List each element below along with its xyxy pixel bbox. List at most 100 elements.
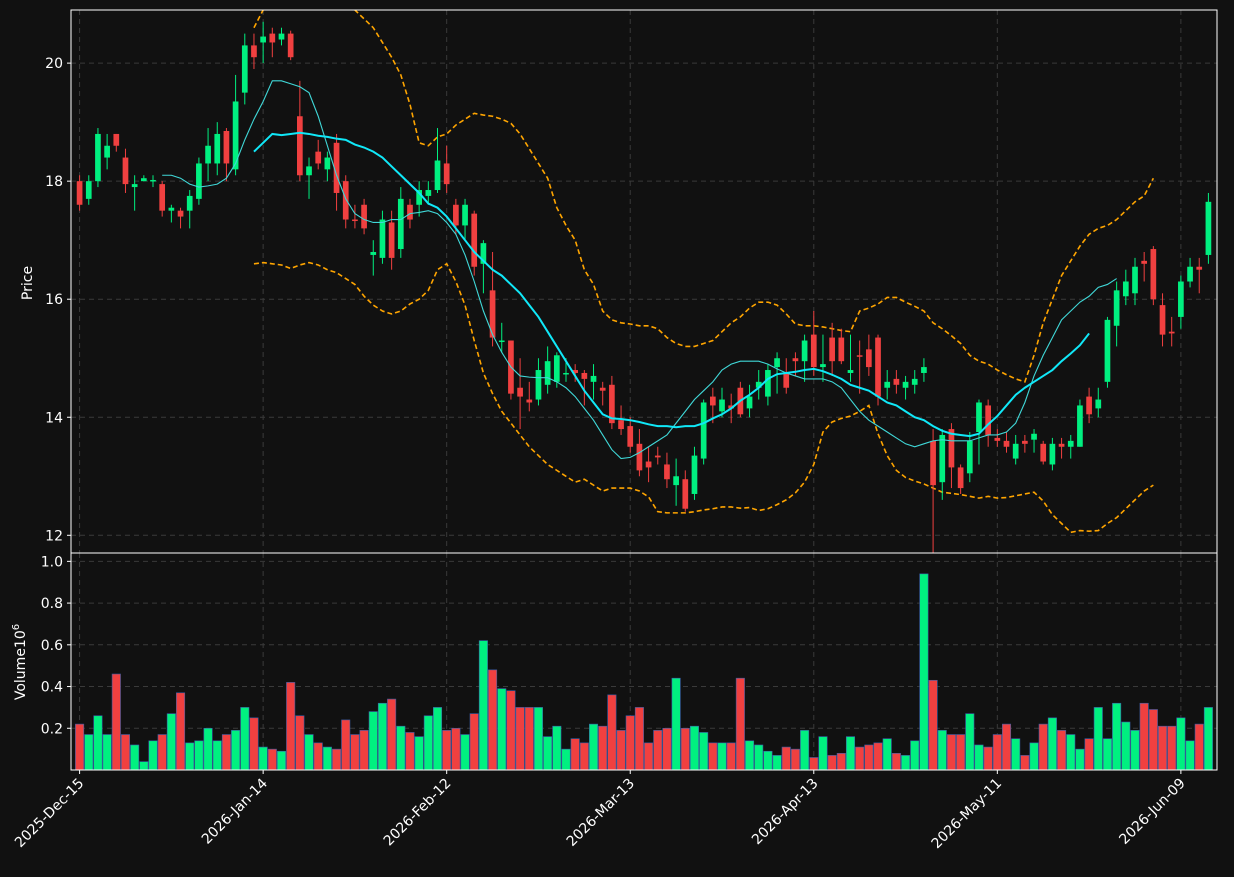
candle-body xyxy=(287,33,294,58)
volume-bar xyxy=(368,711,378,770)
volume-bar xyxy=(515,707,525,770)
candle-body xyxy=(801,340,808,362)
candle-body xyxy=(232,101,239,170)
price-tick-label: 12 xyxy=(45,528,63,544)
volume-bar xyxy=(607,694,617,770)
volume-bar xyxy=(359,730,369,770)
volume-bar xyxy=(221,734,231,770)
candle-body xyxy=(1067,440,1074,447)
candle-body xyxy=(407,204,413,220)
candle-body xyxy=(471,213,478,267)
volume-bar xyxy=(735,677,745,770)
volume-bar xyxy=(267,748,277,770)
volume-bar xyxy=(772,755,782,770)
candle-body xyxy=(553,355,560,382)
candle-body xyxy=(1178,281,1184,317)
volume-bar xyxy=(460,734,470,770)
volume-tick-label: 0.2 xyxy=(41,721,63,737)
volume-bar xyxy=(258,746,268,770)
volume-bar xyxy=(1185,740,1195,770)
volume-bar xyxy=(891,753,901,770)
candle-body xyxy=(269,33,276,43)
candle-body xyxy=(1031,433,1037,440)
candle-body xyxy=(425,190,432,196)
candle-body xyxy=(1205,201,1212,255)
volume-bar xyxy=(157,734,167,770)
candle-body xyxy=(654,455,661,458)
volume-bar xyxy=(1130,730,1140,770)
volume-bar xyxy=(699,732,709,770)
candle-body xyxy=(590,375,597,382)
volume-bar xyxy=(1038,723,1048,770)
price-axis-ticks: 12 14 16 18 20 xyxy=(45,56,71,544)
candle-body xyxy=(921,367,927,373)
candle-body xyxy=(746,396,753,409)
candle-body xyxy=(994,437,1001,441)
candle-body xyxy=(140,178,147,182)
volume-bar xyxy=(1158,725,1168,770)
volume-bar xyxy=(717,742,727,770)
candle-body xyxy=(866,349,872,368)
candle-body xyxy=(966,440,973,474)
candle-body xyxy=(131,184,138,188)
volume-bar xyxy=(75,723,85,770)
candle-body xyxy=(443,163,450,185)
volume-bar xyxy=(240,707,250,770)
volume-bar xyxy=(570,738,580,770)
candle-body xyxy=(113,133,120,146)
candle-body xyxy=(1132,266,1138,294)
candle-body xyxy=(1077,405,1083,447)
candle-body xyxy=(627,426,634,447)
moving-averages xyxy=(162,80,1117,460)
candle-body xyxy=(1113,290,1120,326)
candle-body xyxy=(1159,305,1166,335)
volume-bar xyxy=(377,702,387,770)
volume-bar xyxy=(644,742,654,770)
volume-bar xyxy=(561,748,571,770)
volume-bar xyxy=(469,713,479,770)
candle-body xyxy=(315,151,322,164)
volume-bar xyxy=(800,730,810,770)
candle-body xyxy=(1150,249,1157,300)
volume-bar xyxy=(855,746,865,770)
candle-body xyxy=(563,372,569,375)
volume-bar xyxy=(341,719,351,770)
candle-body xyxy=(462,204,468,226)
candle-body xyxy=(572,370,579,373)
volume-bar xyxy=(313,742,323,770)
volume-bar xyxy=(708,742,718,770)
candle-body xyxy=(453,204,459,226)
candle-body xyxy=(434,160,441,191)
volume-bar xyxy=(1203,707,1213,770)
candle-body xyxy=(930,440,936,486)
volume-bar xyxy=(506,690,516,770)
candle-body xyxy=(324,157,331,170)
candle-body xyxy=(645,461,652,468)
volume-bar xyxy=(552,725,562,770)
candle-body xyxy=(599,387,606,391)
candle-body xyxy=(104,145,110,158)
candle-body xyxy=(544,361,551,385)
volume-bar xyxy=(1020,755,1030,770)
volume-bar xyxy=(1057,730,1067,770)
volume-bar xyxy=(543,736,553,770)
volume-bar xyxy=(350,734,360,770)
candle-body xyxy=(241,45,248,93)
volume-bar xyxy=(974,744,984,770)
bollinger-bands xyxy=(253,10,1155,534)
slow-moving-average-line xyxy=(253,131,1090,438)
volume-bar xyxy=(405,732,415,770)
volume-bar xyxy=(1148,709,1158,770)
candle-body xyxy=(186,195,193,211)
candle-body xyxy=(379,219,386,258)
volume-bar xyxy=(111,673,121,770)
candle-body xyxy=(948,429,955,468)
candle-body xyxy=(214,133,221,164)
volume-bar xyxy=(616,730,626,770)
volume-bar xyxy=(295,715,305,770)
candle-body xyxy=(1141,260,1148,264)
volume-axis-exponent-base: 10 xyxy=(13,630,29,648)
candle-body xyxy=(1040,443,1047,462)
candle-body xyxy=(581,372,588,379)
